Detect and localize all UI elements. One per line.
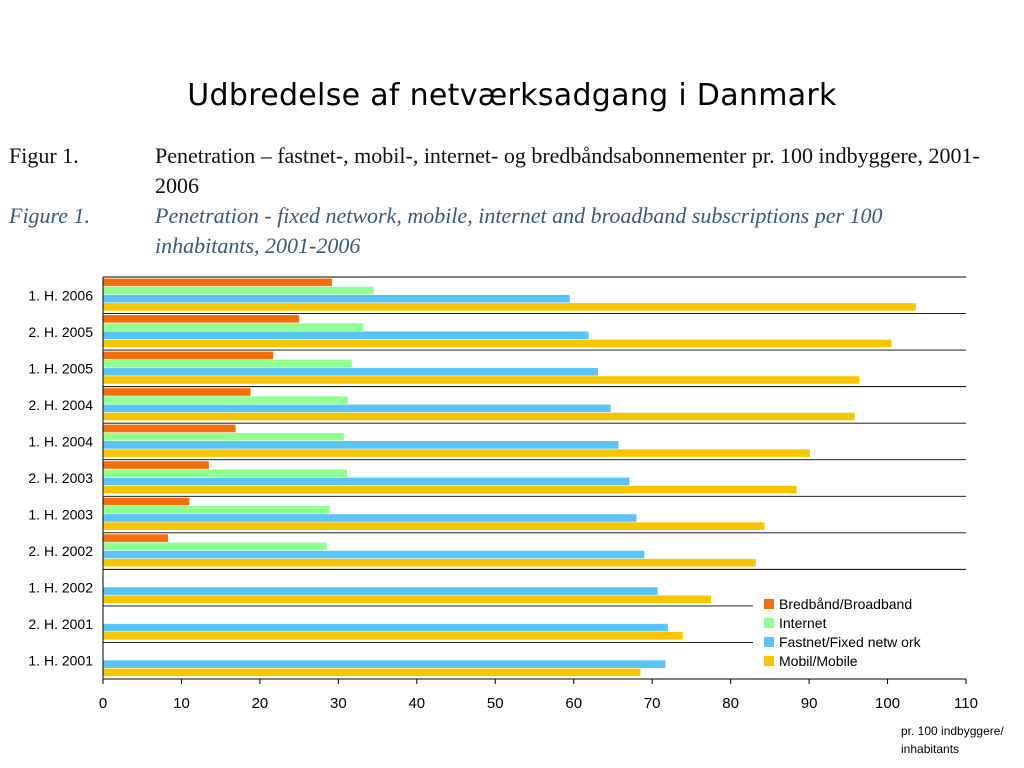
bar-internet-0 bbox=[103, 286, 374, 295]
bar-mobil-2 bbox=[103, 376, 860, 384]
legend-label: Fastnet/Fixed netw ork bbox=[779, 634, 922, 650]
bar-fastnet-3 bbox=[103, 404, 611, 413]
bar-fastnet-4 bbox=[103, 441, 619, 449]
x-tick-label: 0 bbox=[99, 695, 107, 712]
x-tick-label: 20 bbox=[252, 695, 269, 712]
bar-bredb-nd-1 bbox=[103, 315, 300, 323]
bar-mobil-9 bbox=[103, 632, 683, 640]
x-tick-label: 100 bbox=[875, 695, 900, 712]
figure-text-english: Penetration - fixed network, mobile, int… bbox=[155, 203, 883, 258]
figure-text-danish: Penetration – fastnet-, mobil-, internet… bbox=[155, 143, 980, 198]
category-label: 1. H. 2003 bbox=[28, 507, 93, 523]
bar-fastnet-2 bbox=[103, 367, 599, 376]
x-tick-label: 50 bbox=[487, 695, 504, 712]
legend-swatch bbox=[764, 656, 774, 666]
bar-mobil-0 bbox=[103, 303, 916, 311]
x-tick-label: 10 bbox=[173, 695, 190, 712]
figure-label-danish: Figur 1. bbox=[9, 143, 79, 168]
category-label: 2. H. 2002 bbox=[28, 543, 93, 559]
x-tick-label: 40 bbox=[408, 695, 425, 712]
bar-fastnet-6 bbox=[103, 514, 637, 522]
bar-internet-6 bbox=[103, 505, 330, 514]
bar-mobil-10 bbox=[103, 668, 641, 677]
bar-mobil-5 bbox=[103, 485, 797, 494]
x-axis-label-line1: pr. 100 indbyggere/ bbox=[901, 724, 1004, 738]
bar-internet-5 bbox=[103, 469, 347, 478]
legend-label: Mobil/Mobile bbox=[779, 653, 858, 669]
bar-bredb-nd-0 bbox=[103, 278, 333, 287]
bar-fastnet-0 bbox=[103, 294, 570, 303]
figure-label-english: Figure 1. bbox=[9, 203, 91, 228]
bar-internet-2 bbox=[103, 359, 352, 368]
figure-caption-danish: Figur 1. Penetration – fastnet-, mobil-,… bbox=[9, 141, 999, 201]
legend-swatch bbox=[764, 599, 774, 609]
bar-mobil-6 bbox=[103, 522, 765, 530]
bar-bredb-nd-5 bbox=[103, 461, 209, 469]
legend-label: Internet bbox=[779, 615, 827, 631]
bar-fastnet-7 bbox=[103, 550, 645, 559]
figure-caption-english: Figure 1. Penetration - fixed network, m… bbox=[9, 201, 999, 261]
bar-bredb-nd-3 bbox=[103, 388, 251, 396]
bar-bredb-nd-7 bbox=[103, 534, 169, 542]
category-label: 2. H. 2001 bbox=[28, 616, 93, 632]
bar-internet-3 bbox=[103, 396, 348, 404]
bar-bredb-nd-2 bbox=[103, 351, 274, 360]
category-label: 1. H. 2001 bbox=[28, 653, 93, 669]
bar-fastnet-1 bbox=[103, 331, 589, 340]
legend-swatch bbox=[764, 618, 774, 628]
bar-bredb-nd-6 bbox=[103, 497, 190, 506]
category-label: 2. H. 2003 bbox=[28, 470, 93, 486]
bar-mobil-8 bbox=[103, 595, 712, 604]
x-tick-label: 80 bbox=[722, 695, 739, 712]
x-tick-label: 60 bbox=[565, 695, 582, 712]
bar-bredb-nd-4 bbox=[103, 424, 236, 433]
bar-mobil-1 bbox=[103, 339, 892, 348]
bar-fastnet-5 bbox=[103, 477, 630, 486]
bar-fastnet-9 bbox=[103, 623, 668, 632]
x-tick-label: 90 bbox=[801, 695, 818, 712]
bar-mobil-3 bbox=[103, 412, 855, 421]
legend-label: Bredbånd/Broadband bbox=[779, 596, 912, 612]
legend-background bbox=[753, 592, 966, 672]
category-label: 1. H. 2004 bbox=[28, 433, 93, 449]
bar-internet-4 bbox=[103, 432, 344, 441]
bar-fastnet-10 bbox=[103, 660, 666, 668]
page-title: Udbredelse af netværksadgang i Danmark bbox=[187, 78, 837, 113]
category-label: 2. H. 2005 bbox=[28, 324, 93, 340]
legend-swatch bbox=[764, 637, 774, 647]
bar-mobil-7 bbox=[103, 558, 756, 567]
x-tick-label: 110 bbox=[954, 695, 978, 712]
x-tick-label: 70 bbox=[644, 695, 661, 712]
bar-fastnet-8 bbox=[103, 587, 658, 595]
category-label: 1. H. 2002 bbox=[28, 580, 93, 596]
bar-internet-7 bbox=[103, 542, 327, 551]
category-label: 1. H. 2006 bbox=[28, 287, 93, 303]
bar-internet-1 bbox=[103, 323, 364, 331]
bar-mobil-4 bbox=[103, 449, 810, 457]
category-label: 2. H. 2004 bbox=[28, 397, 93, 413]
x-axis-label-line2: inhabitants bbox=[901, 742, 959, 756]
category-label: 1. H. 2005 bbox=[28, 360, 93, 376]
x-tick-label: 30 bbox=[330, 695, 347, 712]
